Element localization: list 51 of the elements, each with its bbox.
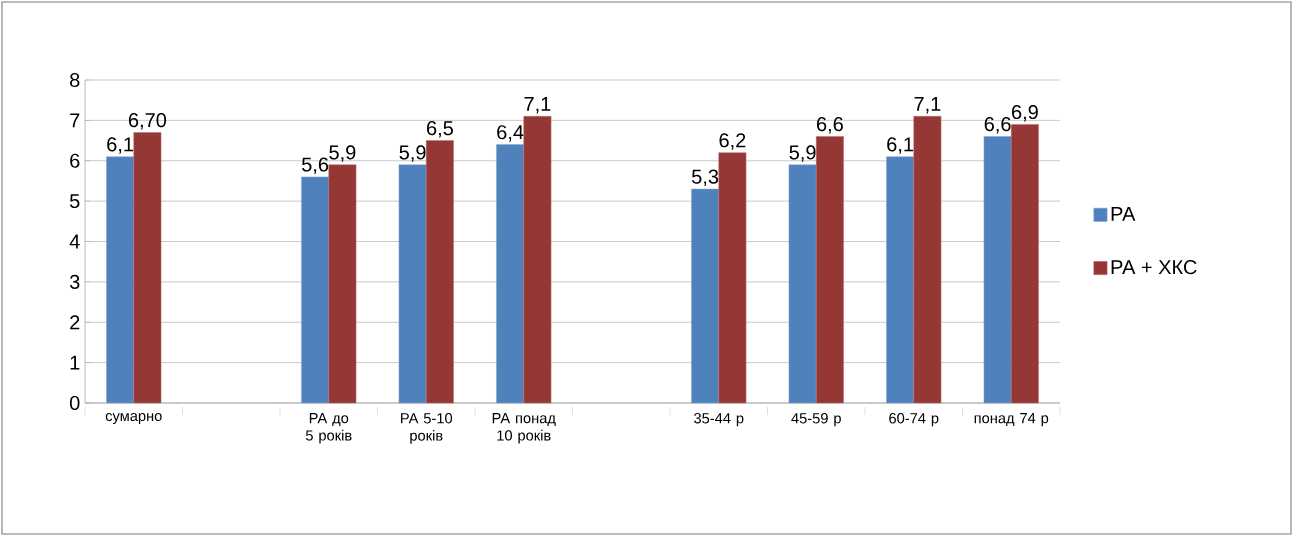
data-label: 6,6: [984, 117, 1011, 134]
bar: [886, 156, 915, 404]
bar: [983, 136, 1012, 404]
x-tick-label: РА 5-10 років: [401, 413, 453, 444]
data-label: 7,1: [524, 97, 551, 114]
bar: [815, 136, 844, 404]
data-label: 5,9: [329, 145, 356, 162]
bar: [523, 116, 552, 404]
data-label: 6,70: [128, 113, 167, 130]
x-tick-label: 60-74 р: [889, 413, 939, 427]
x-tick-label: РА до 5 років: [305, 413, 352, 444]
data-label: 5,6: [302, 157, 329, 174]
data-label: 6,2: [719, 133, 746, 150]
data-label: 5,9: [399, 145, 426, 162]
y-tick-label: 8: [70, 72, 80, 88]
x-tick-label: сумарно: [105, 413, 162, 424]
bar: [496, 144, 525, 404]
bar: [425, 140, 454, 404]
y-tick-label: 7: [70, 113, 80, 128]
x-tick-label: понад 74 р: [974, 413, 1049, 427]
bar: [328, 164, 357, 404]
data-label: 6,6: [817, 117, 843, 134]
bar: [788, 164, 817, 404]
data-label: 6,1: [107, 137, 134, 154]
y-tick-label: 1: [70, 355, 80, 370]
y-tick-label: 6: [70, 153, 80, 168]
bar: [301, 176, 330, 404]
y-tick-label: 0: [69, 395, 80, 411]
bar: [691, 188, 720, 404]
data-label: 6,9: [1012, 104, 1038, 122]
data-label: 6,4: [497, 125, 524, 142]
data-label: 5,3: [692, 169, 719, 187]
legend-label: РА: [1111, 206, 1136, 221]
data-label: 5,9: [789, 145, 816, 162]
x-tick-label: 35-44 р: [694, 413, 744, 427]
data-label: 7,1: [914, 97, 941, 114]
bar: [913, 116, 942, 404]
y-tick-label: 5: [69, 194, 80, 209]
x-tick-label: 45-59 р: [791, 413, 841, 427]
data-label: 6,1: [887, 137, 914, 154]
bar: [106, 156, 135, 404]
y-tick-label: 2: [70, 315, 80, 330]
y-tick-label: 4: [69, 234, 80, 249]
bar: [398, 164, 427, 404]
bar: [718, 152, 747, 404]
bar: [133, 132, 162, 404]
data-label: 6,5: [427, 121, 453, 138]
y-tick-label: 3: [69, 274, 80, 289]
x-tick-label: РА понад 10 років: [492, 413, 556, 444]
legend-label: РА + ХКС: [1111, 260, 1197, 275]
bar: [1010, 124, 1039, 404]
